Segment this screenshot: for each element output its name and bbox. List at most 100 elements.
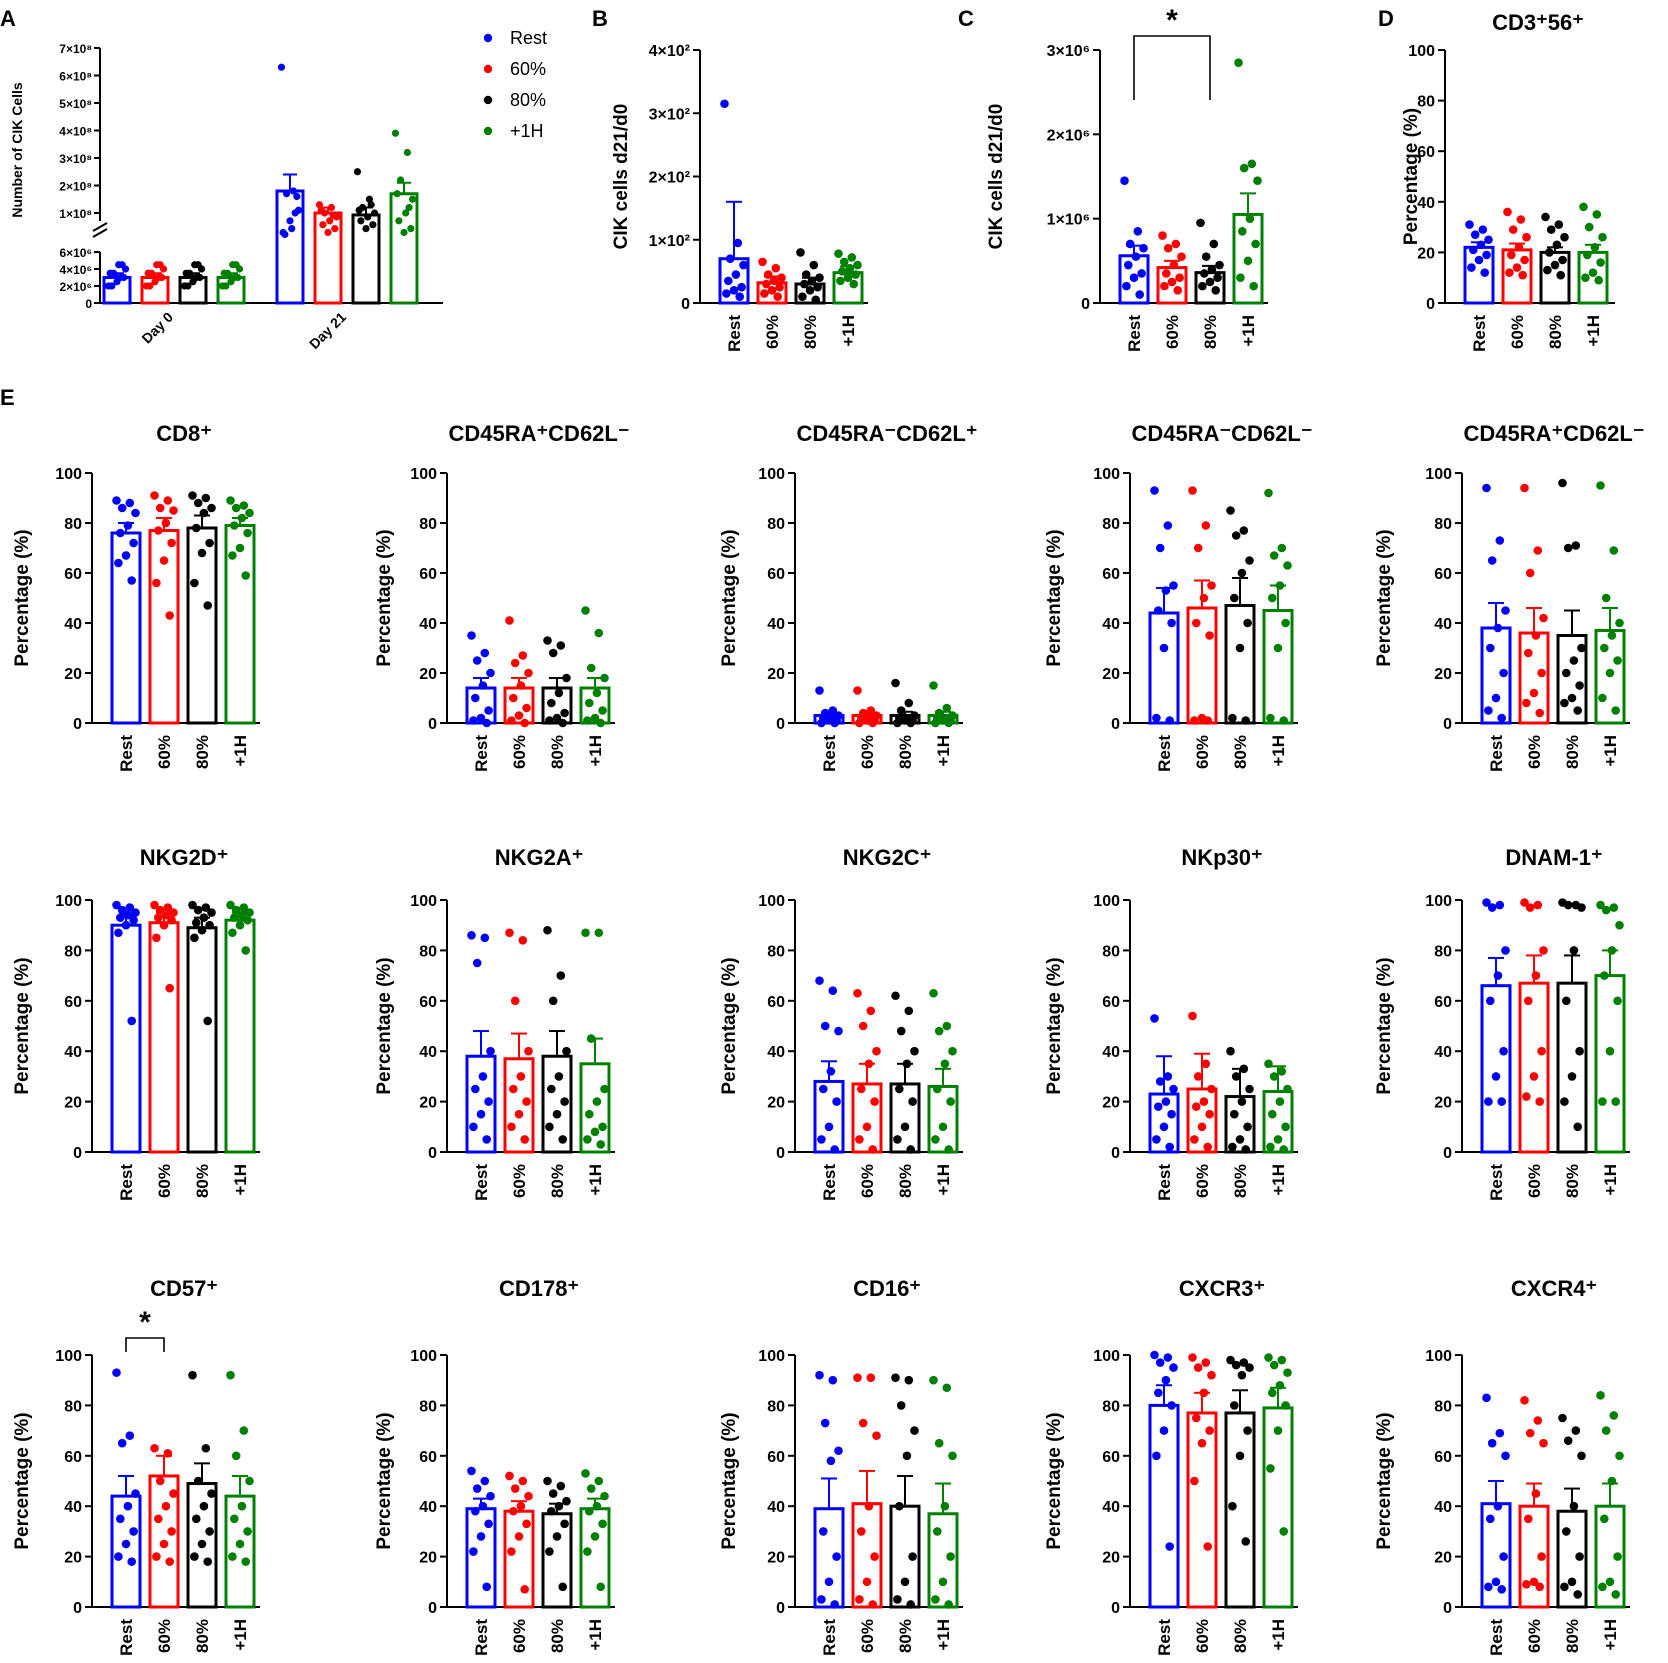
y-tick-label: 60 bbox=[64, 1449, 82, 1466]
y-tick-label: 60 bbox=[419, 994, 437, 1011]
data-point bbox=[1579, 202, 1588, 212]
chart-B: 0 1×10² 2×10² 3×10² 4×10² CIK cells d21/d0 Res… bbox=[611, 43, 868, 352]
data-point bbox=[165, 983, 174, 993]
data-point bbox=[543, 636, 552, 645]
data-point bbox=[828, 986, 838, 996]
data-point bbox=[154, 913, 163, 922]
data-point bbox=[773, 292, 782, 301]
data-point bbox=[934, 1438, 944, 1448]
data-point bbox=[824, 1122, 834, 1132]
data-point bbox=[1266, 1464, 1275, 1473]
data-point bbox=[230, 521, 239, 530]
data-point bbox=[1192, 1413, 1201, 1423]
data-point bbox=[1269, 1360, 1279, 1370]
data-point bbox=[480, 933, 490, 943]
category-label: +1H bbox=[1601, 1164, 1620, 1196]
data-point bbox=[843, 273, 853, 283]
category-label: Rest bbox=[117, 1619, 136, 1656]
y-tick-label: 60 bbox=[64, 994, 82, 1011]
y-tick-label: 20 bbox=[767, 1095, 785, 1112]
data-point bbox=[190, 933, 199, 943]
data-point bbox=[1577, 1451, 1586, 1461]
data-point bbox=[834, 249, 843, 258]
data-point bbox=[906, 718, 915, 728]
data-point bbox=[1237, 568, 1247, 578]
category-label: 80% bbox=[548, 1164, 567, 1198]
data-point bbox=[469, 716, 478, 725]
y-tick-label: 1×10⁸ bbox=[59, 207, 92, 221]
y-tick-label: 20 bbox=[419, 666, 437, 683]
data-point bbox=[891, 678, 900, 688]
y-tick-label: 0 bbox=[1111, 1145, 1120, 1162]
category-label: 60% bbox=[510, 1619, 529, 1653]
chart-title: CD45RA⁺CD62L⁻ bbox=[449, 421, 630, 446]
data-point bbox=[167, 1527, 176, 1536]
data-point bbox=[1197, 1438, 1207, 1448]
data-point bbox=[552, 1109, 562, 1119]
data-point bbox=[1193, 543, 1203, 553]
data-point bbox=[1520, 898, 1529, 907]
data-point bbox=[560, 1097, 569, 1106]
data-point bbox=[150, 491, 159, 500]
y-axis-label: Percentage (%) bbox=[1374, 529, 1395, 666]
data-point bbox=[862, 1577, 872, 1587]
data-point bbox=[199, 508, 209, 518]
data-point bbox=[1120, 176, 1129, 186]
data-point bbox=[763, 270, 773, 279]
data-point bbox=[910, 1046, 919, 1056]
data-point bbox=[520, 1135, 529, 1144]
data-point bbox=[733, 238, 743, 248]
chart-CD8: 0 20 40 60 80 100 Percentage (%) CD8⁺ Rest 60% 80%… bbox=[12, 421, 260, 772]
data-point bbox=[819, 1527, 828, 1536]
data-point bbox=[830, 1600, 839, 1609]
chart-title: CD16⁺ bbox=[853, 1276, 921, 1301]
data-point bbox=[155, 1476, 165, 1486]
y-axis-label: CIK cells d21/d0 bbox=[611, 104, 632, 250]
y-tick-label: 0 bbox=[73, 1145, 82, 1162]
data-point bbox=[938, 1577, 948, 1587]
data-point bbox=[830, 718, 839, 728]
data-point bbox=[583, 1547, 592, 1556]
data-point bbox=[839, 257, 849, 267]
data-point bbox=[1596, 258, 1605, 267]
data-point bbox=[1533, 546, 1543, 555]
data-point bbox=[324, 228, 332, 237]
bar-+1H bbox=[224, 918, 256, 1154]
data-point bbox=[235, 543, 245, 553]
data-point bbox=[1122, 281, 1131, 291]
data-point bbox=[817, 1595, 826, 1604]
data-point bbox=[1525, 568, 1535, 578]
data-point bbox=[505, 928, 514, 938]
data-point bbox=[393, 190, 401, 198]
data-point bbox=[484, 1097, 493, 1106]
data-point bbox=[866, 1373, 876, 1382]
data-point bbox=[509, 693, 518, 703]
data-point bbox=[868, 1600, 877, 1609]
data-point bbox=[1491, 1577, 1501, 1587]
data-point bbox=[239, 501, 249, 510]
category-label: +1H bbox=[1584, 315, 1603, 347]
category-label: +1H bbox=[934, 1619, 953, 1651]
category-label: 80% bbox=[1231, 735, 1250, 769]
data-point bbox=[1600, 1514, 1609, 1524]
data-point bbox=[904, 698, 914, 708]
y-tick-label: 100 bbox=[1093, 893, 1120, 910]
category-label: +1H bbox=[586, 735, 605, 767]
data-point bbox=[739, 260, 748, 270]
data-point bbox=[193, 498, 203, 508]
data-point bbox=[524, 1491, 533, 1501]
data-point bbox=[1275, 1097, 1285, 1106]
data-point bbox=[562, 1046, 571, 1056]
data-point bbox=[1560, 232, 1569, 242]
y-tick-label: 80 bbox=[767, 516, 785, 533]
y-tick-label: 40 bbox=[64, 616, 82, 633]
data-point bbox=[317, 206, 325, 214]
data-point bbox=[1167, 277, 1177, 287]
data-point bbox=[237, 513, 247, 523]
data-point bbox=[809, 260, 819, 270]
data-point bbox=[391, 129, 400, 137]
data-point bbox=[858, 1021, 868, 1031]
data-point bbox=[815, 1370, 824, 1380]
data-point bbox=[1609, 903, 1619, 912]
y-tick-label: 1×10² bbox=[649, 233, 690, 250]
